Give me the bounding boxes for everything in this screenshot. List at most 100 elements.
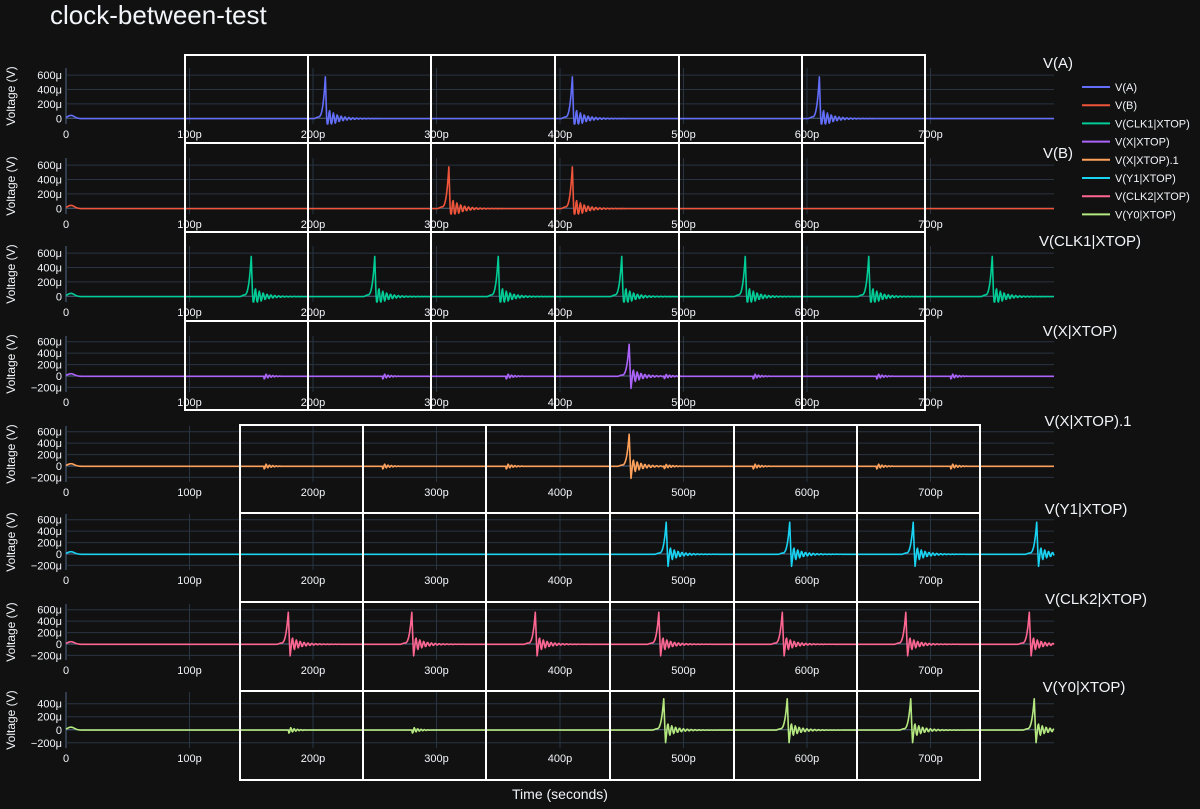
y-tick-label: 600μ [37, 337, 62, 349]
y-tick-label: −200μ [31, 472, 62, 484]
x-tick-label: 600p [795, 753, 819, 765]
x-tick-label: 700p [918, 575, 942, 587]
x-tick-label: 400p [548, 575, 572, 587]
x-axis-label: Time (seconds) [512, 786, 608, 802]
legend-label: V(X|XTOP).1 [1115, 155, 1179, 167]
y-tick-label: 0 [56, 371, 62, 383]
x-tick-label: 200p [301, 575, 325, 587]
x-tick-label: 400p [548, 219, 572, 231]
y-tick-label: 400μ [37, 438, 62, 450]
x-tick-label: 300p [424, 575, 448, 587]
y-tick-label: 200μ [37, 538, 62, 550]
x-tick-label: 700p [918, 219, 942, 231]
y-tick-label: 200μ [37, 360, 62, 372]
y-tick-label: 0 [56, 291, 62, 303]
panel-title: V(A) [1043, 55, 1073, 72]
y-tick-label: 200μ [37, 99, 62, 111]
x-tick-label: 0 [63, 129, 69, 141]
x-tick-label: 300p [424, 307, 448, 319]
x-tick-label: 200p [301, 487, 325, 499]
x-tick-label: 500p [671, 219, 695, 231]
x-tick-label: 200p [301, 129, 325, 141]
y-tick-label: 600μ [37, 427, 62, 439]
series-line-2 [65, 166, 1055, 215]
x-tick-label: 300p [424, 753, 448, 765]
y-tick-label: 200μ [37, 189, 62, 201]
legend-label: V(A) [1115, 82, 1137, 94]
y-tick-label: 400μ [37, 526, 62, 538]
x-tick-label: 100p [177, 665, 201, 677]
y-tick-label: 600μ [37, 515, 62, 527]
y-tick-label: 200μ [37, 450, 62, 462]
y-tick-label: 200μ [37, 277, 62, 289]
x-tick-label: 0 [63, 487, 69, 499]
legend: V(A) V(B) V(CLK1|XTOP) V(X|XTOP) V(X|XTOP).1… [1082, 82, 1190, 221]
legend-item: V(CLK2|XTOP) [1082, 191, 1190, 203]
y-tick-label: −200μ [31, 560, 62, 572]
legend-item: V(CLK1|XTOP) [1082, 118, 1190, 130]
legend-label: V(B) [1115, 100, 1137, 112]
panel-title: V(Y1|XTOP) [1045, 501, 1128, 518]
y-axis-label: Voltage (V) [4, 512, 18, 571]
series-line-6 [65, 521, 1055, 568]
legend-label: V(X|XTOP) [1115, 137, 1170, 149]
x-tick-label: 600p [795, 129, 819, 141]
y-axis-label: Voltage (V) [4, 690, 18, 749]
series-line-5 [65, 433, 1055, 480]
y-tick-label: 600μ [37, 160, 62, 172]
x-tick-label: 600p [795, 487, 819, 499]
x-tick-label: 700p [918, 753, 942, 765]
y-tick-label: 0 [56, 203, 62, 215]
legend-label: V(CLK1|XTOP) [1115, 118, 1190, 130]
x-tick-label: 0 [63, 307, 69, 319]
y-axis-label: Voltage (V) [4, 66, 18, 125]
series-line-1 [65, 76, 1055, 125]
x-tick-label: 500p [671, 665, 695, 677]
series-line-3 [65, 255, 1055, 303]
y-tick-label: 400μ [37, 175, 62, 187]
panel-title: V(B) [1043, 145, 1073, 162]
x-tick-label: 200p [301, 753, 325, 765]
panel-title: V(X|XTOP).1 [1045, 413, 1132, 430]
x-tick-label: 700p [918, 665, 942, 677]
x-tick-label: 300p [424, 397, 448, 409]
x-tick-label: 100p [177, 753, 201, 765]
y-tick-label: 0 [56, 461, 62, 473]
x-tick-label: 200p [301, 307, 325, 319]
x-tick-label: 0 [63, 753, 69, 765]
x-tick-label: 300p [424, 487, 448, 499]
x-tick-label: 0 [63, 665, 69, 677]
x-tick-label: 400p [548, 307, 572, 319]
panel-title: V(CLK1|XTOP) [1039, 233, 1141, 250]
y-tick-label: 0 [56, 549, 62, 561]
legend-label: V(Y1|XTOP) [1115, 173, 1176, 185]
x-tick-label: 300p [424, 219, 448, 231]
x-tick-label: 400p [548, 487, 572, 499]
x-tick-label: 100p [177, 397, 201, 409]
y-tick-label: 400μ [37, 616, 62, 628]
x-tick-label: 600p [795, 397, 819, 409]
x-tick-label: 600p [795, 219, 819, 231]
y-tick-label: 400μ [37, 85, 62, 97]
x-tick-label: 500p [671, 397, 695, 409]
panel-title: V(CLK2|XTOP) [1045, 591, 1147, 608]
x-tick-label: 500p [671, 487, 695, 499]
x-tick-label: 100p [177, 219, 201, 231]
series-line-8 [65, 698, 1055, 744]
y-axis-label: Voltage (V) [4, 244, 18, 303]
x-tick-label: 500p [671, 575, 695, 587]
x-tick-label: 0 [63, 219, 69, 231]
x-tick-label: 200p [301, 665, 325, 677]
y-tick-label: 600μ [37, 248, 62, 260]
overlay-box-1 [184, 54, 926, 411]
y-tick-label: −200μ [31, 650, 62, 662]
x-tick-label: 500p [671, 129, 695, 141]
y-tick-label: 0 [56, 725, 62, 737]
x-tick-label: 200p [301, 219, 325, 231]
